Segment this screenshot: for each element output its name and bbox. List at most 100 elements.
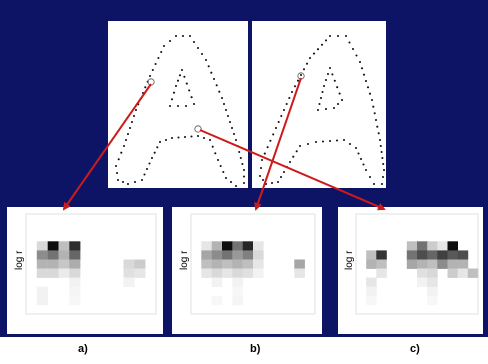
outline-dot <box>377 132 380 135</box>
outline-dot <box>290 90 294 94</box>
histogram-cell <box>242 241 254 251</box>
outline-dot <box>274 126 278 130</box>
outline-dot <box>277 120 280 124</box>
outline-dot <box>148 74 152 78</box>
outline-dot <box>314 140 318 144</box>
histogram-frame <box>190 213 316 315</box>
outline-dot <box>121 180 125 184</box>
outline-dot <box>219 164 222 168</box>
axis-label-b: log r <box>179 250 190 270</box>
histogram-cell <box>437 241 448 251</box>
histogram-cell <box>467 268 479 278</box>
outline-dot <box>192 102 196 106</box>
outline-dot <box>344 34 348 38</box>
histogram-cell <box>69 286 81 297</box>
histogram-cell <box>253 241 264 251</box>
outline-dot <box>183 75 186 78</box>
outline-dot <box>364 79 368 83</box>
histogram-cell <box>242 250 254 260</box>
outline-dot <box>280 114 283 118</box>
histogram-cell <box>417 241 428 251</box>
histogram-cell <box>366 286 377 297</box>
outline-dot <box>117 158 120 161</box>
outline-dot <box>174 34 178 38</box>
outline-dot <box>234 184 238 188</box>
histogram-cell <box>376 259 387 269</box>
arrow-to-histogram-a <box>62 83 152 211</box>
outline-dot <box>316 108 320 112</box>
outline-dot <box>188 89 191 92</box>
outline-dot <box>176 79 180 82</box>
outline-dot <box>126 182 130 186</box>
panel-label-b: b) <box>250 343 261 355</box>
outline-dot <box>282 170 286 174</box>
outline-dot <box>196 134 200 138</box>
outline-dot <box>308 56 312 60</box>
outline-dot <box>260 158 264 162</box>
outline-dot <box>190 135 193 138</box>
outline-dot <box>381 156 384 160</box>
outline-dot <box>332 106 336 110</box>
outline-dot <box>162 44 166 48</box>
outline-dot <box>362 73 366 76</box>
outline-dot <box>324 107 328 111</box>
outline-dot <box>336 34 340 38</box>
outline-dot <box>242 181 246 185</box>
outline-dot <box>348 142 352 146</box>
outline-dot <box>184 104 188 108</box>
outline-dot <box>200 52 204 56</box>
outline-dot <box>204 58 208 62</box>
histogram-cell <box>36 286 48 297</box>
histogram-cell <box>232 286 243 297</box>
outline-dot <box>185 82 188 85</box>
outline-dot <box>373 112 376 115</box>
histogram-cell <box>232 268 243 278</box>
outline-dot <box>321 140 325 143</box>
axis-label-c: log r <box>344 250 355 270</box>
outline-dot <box>302 68 306 71</box>
histogram-cell <box>47 268 59 278</box>
outline-dot <box>381 175 385 179</box>
outline-dot <box>226 114 230 118</box>
histogram-cell <box>294 268 305 278</box>
histogram-cell <box>457 250 469 260</box>
histogram-cell <box>69 259 81 269</box>
outline-dot <box>326 72 330 76</box>
histogram-cell <box>242 259 254 269</box>
outline-dot <box>196 46 200 50</box>
outline-dot <box>215 84 218 87</box>
outline-dot <box>178 74 182 77</box>
histogram-cell <box>211 295 223 306</box>
histogram-cell <box>427 277 438 287</box>
outline-dot <box>140 178 144 182</box>
outline-dot <box>368 92 372 95</box>
histogram-cell <box>211 277 223 287</box>
outline-dot <box>279 175 283 179</box>
outline-dot <box>380 182 384 186</box>
outline-dot <box>156 146 159 149</box>
outline-dot <box>261 178 265 182</box>
outline-dot <box>359 157 363 161</box>
histogram-cell <box>366 295 377 306</box>
outline-dot <box>153 151 156 154</box>
outline-dot <box>335 139 339 142</box>
outline-dot <box>164 138 168 142</box>
histogram-cell <box>222 250 233 260</box>
outline-dot <box>115 171 119 175</box>
histogram-cell <box>201 250 212 260</box>
histogram-cell <box>211 259 223 269</box>
outline-dot <box>207 65 210 68</box>
outline-dot <box>382 162 385 166</box>
histogram-cell <box>253 250 264 260</box>
outline-dot <box>340 98 344 102</box>
outline-dot <box>150 156 154 160</box>
outline-dot <box>263 152 266 155</box>
outline-dot <box>351 47 355 51</box>
histogram-cell <box>36 268 48 278</box>
outline-dot <box>354 146 358 150</box>
outline-dot <box>211 145 214 148</box>
histogram-cell <box>211 241 223 251</box>
histogram-cell <box>232 259 243 269</box>
histogram-cell <box>447 259 458 269</box>
